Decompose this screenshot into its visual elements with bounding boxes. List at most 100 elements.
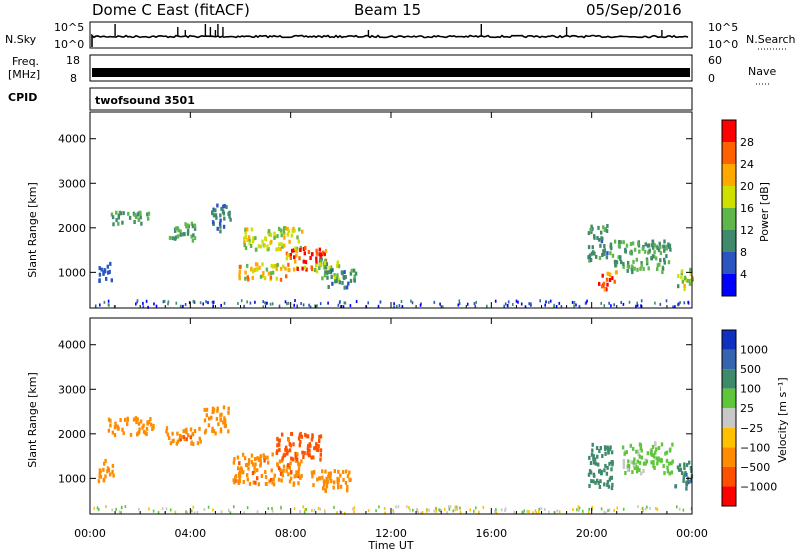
data-cell (633, 266, 636, 271)
noise-cell (622, 507, 625, 511)
data-cell (241, 470, 244, 475)
noise-cell (540, 507, 543, 511)
noise-cell (687, 301, 690, 305)
data-cell (346, 488, 349, 493)
noise-cell (174, 510, 177, 514)
noise-cell (439, 302, 441, 306)
noise-cell (482, 506, 485, 509)
data-cell (100, 267, 103, 272)
data-cell (336, 273, 339, 278)
noise-cell (613, 509, 615, 513)
data-cell (605, 471, 609, 476)
noise-cell (420, 511, 422, 515)
data-cell (243, 236, 246, 241)
data-cell (591, 448, 594, 453)
data-cell (264, 236, 267, 241)
data-cell (323, 273, 327, 278)
data-cell (282, 453, 285, 458)
data-cell (295, 246, 299, 251)
data-cell (330, 275, 333, 280)
data-cell (199, 439, 202, 444)
noise-cell (473, 509, 475, 513)
data-cell (319, 457, 322, 462)
data-cell (603, 244, 606, 248)
noise-cell (120, 511, 122, 515)
data-cell (341, 280, 344, 285)
data-cell (287, 438, 290, 443)
data-cell (267, 460, 270, 465)
noise-cell (520, 302, 523, 306)
data-cell (136, 212, 139, 217)
data-cell (296, 452, 299, 457)
data-cell (179, 437, 182, 442)
data-cell (656, 246, 659, 251)
data-cell (238, 273, 241, 278)
noise-cell (538, 507, 541, 511)
data-cell (631, 270, 634, 275)
data-cell (677, 284, 680, 289)
data-cell (248, 241, 251, 246)
data-cell (619, 240, 623, 245)
data-cell (607, 450, 610, 455)
noise-cell (572, 508, 574, 512)
data-cell (598, 256, 602, 261)
noise-cell (466, 302, 469, 306)
data-cell (596, 236, 599, 240)
data-cell (622, 459, 626, 463)
data-cell (587, 472, 591, 477)
data-cell (606, 271, 609, 276)
noise-cell (349, 304, 352, 308)
velocity-colorbar: 1000 500 100 25 −25 −100 −500 −1000 (721, 329, 777, 507)
noise-cell (435, 509, 437, 513)
noise-cell (636, 303, 639, 307)
data-cell (243, 243, 246, 248)
data-cell (142, 423, 145, 428)
noise-cell (302, 505, 304, 509)
data-cell (301, 229, 304, 234)
data-cell (135, 215, 138, 219)
noise-cell (573, 301, 576, 305)
data-cell (142, 429, 146, 434)
data-cell (589, 258, 593, 262)
data-cell (617, 243, 621, 248)
noise-cell (246, 506, 249, 510)
noise-cell (588, 507, 590, 511)
data-cell (659, 258, 662, 263)
data-cell (598, 469, 601, 474)
data-cell (334, 279, 337, 284)
noise-cell (379, 300, 382, 304)
data-cell (323, 261, 327, 265)
data-cell (674, 484, 678, 489)
colorbar-tick: 100 (740, 383, 761, 396)
data-cell (324, 266, 328, 271)
x-tick-label: 00:00 (74, 527, 106, 540)
data-cell (256, 456, 259, 461)
noise-cell (478, 510, 480, 514)
data-cell (290, 470, 293, 474)
noise-cell (571, 300, 574, 304)
data-cell (216, 226, 219, 231)
data-cell (282, 226, 286, 231)
data-cell (620, 260, 623, 265)
noise-cell (338, 301, 341, 305)
velocity-cbar-label: Velocity [m s⁻¹] (776, 377, 789, 462)
data-cell (295, 253, 298, 258)
colorbar-swatch (722, 447, 736, 467)
data-cell (300, 434, 303, 439)
data-cell (606, 482, 609, 487)
data-cell (605, 255, 609, 260)
noise-cell (555, 305, 558, 308)
data-cell (185, 437, 188, 442)
data-cell (139, 419, 143, 424)
noise-cell (513, 510, 516, 514)
noise-cell (524, 305, 527, 309)
data-cell (648, 248, 651, 253)
data-cell (171, 431, 174, 436)
data-cell (274, 263, 277, 268)
noise-cell (192, 300, 195, 304)
data-cell (336, 260, 339, 265)
data-cell (234, 475, 237, 480)
noise-cell (337, 303, 340, 307)
noise-cell (401, 305, 404, 308)
data-cell (629, 250, 632, 255)
